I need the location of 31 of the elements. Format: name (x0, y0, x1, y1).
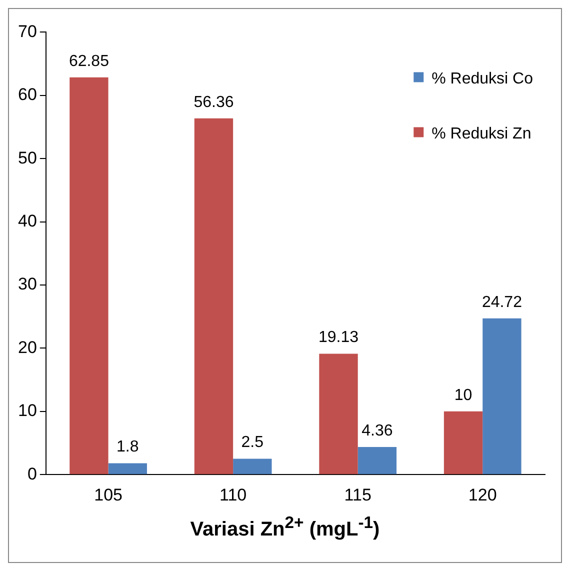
bar (70, 77, 108, 474)
y-tick-label: 30 (18, 274, 37, 294)
x-tick-label: 105 (94, 485, 122, 504)
data-label: 62.85 (68, 52, 110, 70)
legend-label: % Reduksi Co (432, 70, 534, 88)
y-tick-label: 60 (18, 85, 37, 104)
data-label: 10 (454, 386, 472, 404)
x-tick-label: 110 (220, 485, 247, 504)
data-label: 56.36 (194, 94, 234, 111)
bar (482, 318, 522, 474)
y-tick-label: 0 (27, 464, 37, 484)
bar (233, 458, 272, 474)
data-label: 1.8 (116, 438, 139, 456)
x-tick-label: 120 (468, 485, 497, 504)
data-label: 24.72 (482, 294, 522, 311)
bar (194, 118, 234, 474)
y-tick-label: 20 (18, 338, 37, 357)
x-tick-label: 115 (344, 485, 372, 504)
legend-label: % Reduksi Zn (432, 126, 532, 143)
x-axis-title: Variasi Zn$^{2+}$ (mgL$^{-1}$) (189, 513, 381, 542)
data-label: 2.5 (241, 434, 264, 452)
data-label: 19.13 (318, 329, 359, 346)
bar (108, 463, 147, 474)
bar (444, 411, 483, 474)
bar (319, 354, 358, 474)
y-tick-label: 40 (18, 211, 37, 230)
data-label: 4.36 (362, 422, 393, 440)
bar (358, 447, 397, 474)
y-tick-label: 50 (18, 148, 37, 168)
y-tick-label: 10 (18, 401, 37, 420)
y-tick-label: 70 (18, 22, 37, 41)
